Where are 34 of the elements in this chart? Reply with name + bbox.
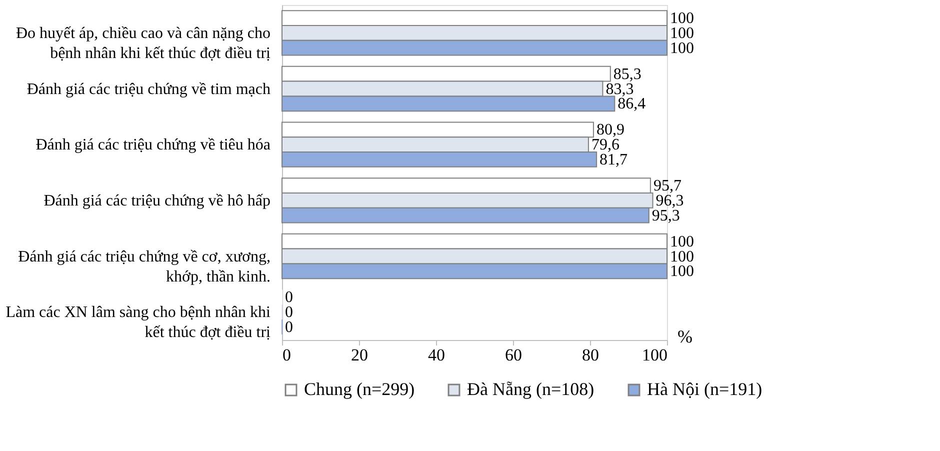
x-tick-label: 60 <box>505 346 522 364</box>
data-label: 0 <box>285 304 293 322</box>
x-tick-label: 80 <box>582 346 599 364</box>
x-tick-label: 100 <box>642 346 668 364</box>
data-label: 96,3 <box>656 192 684 210</box>
data-label: 0 <box>285 289 293 306</box>
x-axis-title: % <box>678 326 692 346</box>
data-label: 80,9 <box>596 122 624 139</box>
data-label: 95,7 <box>653 178 682 195</box>
x-tick-label: 40 <box>428 346 445 364</box>
x-tick-label: 0 <box>282 346 291 364</box>
data-label: 100 <box>670 10 694 28</box>
y-tick-label: Đánh giá các triệu chứng về tim mạch <box>26 80 270 98</box>
data-label: 86,4 <box>618 96 646 113</box>
data-label: 0 <box>285 318 293 336</box>
x-tick-label: 20 <box>351 346 368 364</box>
y-tick-label: Đánh giá các triệu chứng về hô hấp <box>44 192 270 210</box>
y-tick-label: Đánh giá các triệu chứng về cơ, xương, khớp, thần kinh. <box>18 248 270 286</box>
data-label: 100 <box>670 24 694 42</box>
y-tick-label: Đánh giá các triệu chứng về tiêu hóa <box>36 136 270 154</box>
data-label: 83,3 <box>606 80 634 98</box>
data-label: 79,6 <box>591 136 620 154</box>
data-label: 100 <box>670 248 694 266</box>
data-label: 85,3 <box>613 66 642 83</box>
data-label: 100 <box>670 233 694 250</box>
y-tick-label: Đo huyết áp, chiều cao và cân nặng cho bệnh nhân khi kết thúc đợt điều trị <box>16 24 272 62</box>
data-label: 81,7 <box>600 151 628 168</box>
legend-label: Đà Nẵng (n=108) <box>467 379 594 399</box>
legend-label: Chung (n=299) <box>304 379 415 399</box>
data-label: 100 <box>670 263 694 280</box>
data-label: 95,3 <box>652 207 680 224</box>
data-label: 100 <box>670 40 694 57</box>
y-tick-label: Làm các XN lâm sàng cho bệnh nhân khi kết thúc đợt điều trị <box>6 304 272 342</box>
legend-label: Hà Nội (n=191) <box>647 379 762 399</box>
